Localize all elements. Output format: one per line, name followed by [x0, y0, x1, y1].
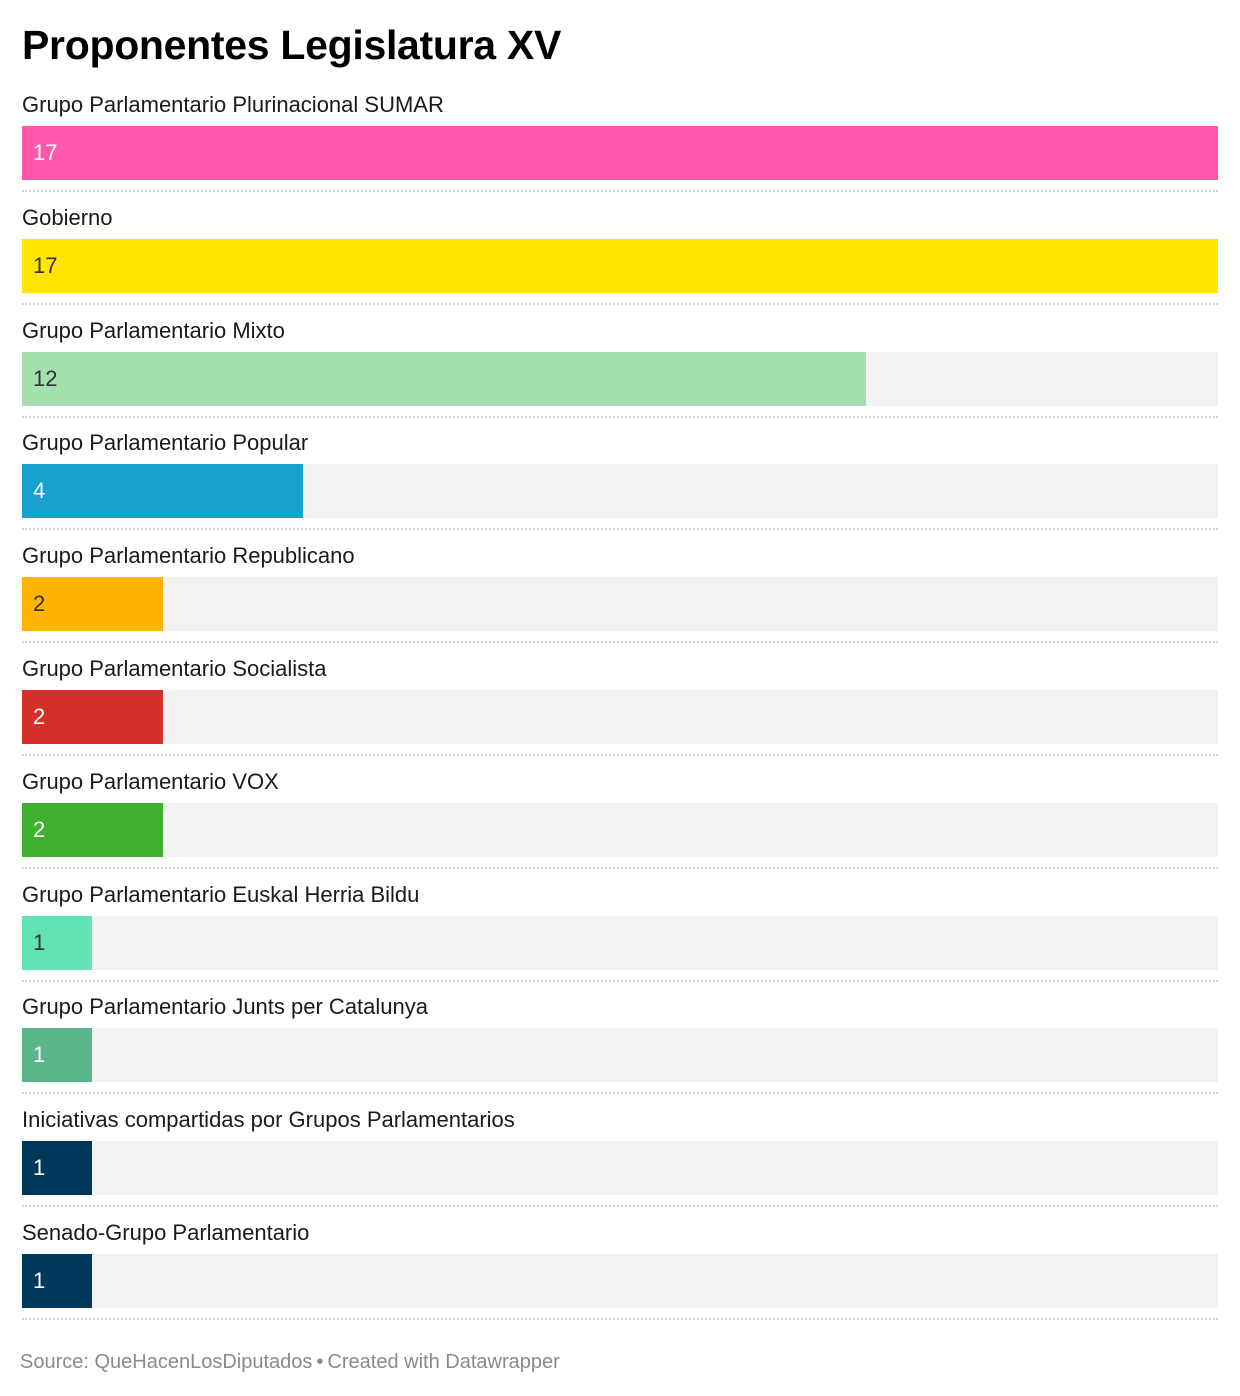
bar-track: 1 [22, 1141, 1218, 1196]
bar-category-label: Iniciativas compartidas por Grupos Parla… [22, 1107, 515, 1133]
bar [22, 464, 304, 519]
row-divider [22, 866, 1218, 869]
bar-value-label: 1 [33, 1155, 46, 1181]
bar-row: Grupo Parlamentario Euskal Herria Bildu 1 [22, 878, 1218, 991]
row-divider [22, 1092, 1218, 1095]
bar-category-label: Grupo Parlamentario Junts per Catalunya [22, 994, 428, 1020]
bar-row: Senado-Grupo Parlamentario 1 [22, 1216, 1218, 1329]
bar-track: 4 [22, 464, 1218, 519]
bar-value-label: 4 [33, 478, 46, 504]
bar-category-label: Grupo Parlamentario Socialista [22, 655, 327, 681]
bar [22, 238, 1218, 293]
bar-track: 17 [22, 126, 1218, 180]
bar-value-label: 17 [33, 140, 58, 165]
bar [22, 351, 867, 406]
bar-track: 2 [22, 689, 1218, 744]
row-divider [22, 1205, 1218, 1208]
row-divider [22, 1317, 1218, 1320]
row-divider [22, 190, 1218, 192]
bar-value-label: 1 [33, 1042, 46, 1068]
bar [22, 126, 1218, 180]
bar [22, 1253, 93, 1308]
bar-track: 1 [22, 1028, 1218, 1083]
bar-track: 1 [22, 915, 1218, 970]
bar-track: 2 [22, 802, 1218, 857]
footer-separator: • [316, 1351, 324, 1373]
bar [22, 915, 93, 970]
bar-row: Grupo Parlamentario VOX 2 [22, 765, 1218, 878]
bar-value-label: 17 [33, 252, 58, 278]
bar-row: Grupo Parlamentario Popular 4 [22, 426, 1218, 539]
bar-track: 12 [22, 351, 1218, 406]
bar-value-label: 1 [33, 1267, 46, 1293]
bar-row: Grupo Parlamentario Socialista 2 [22, 652, 1218, 765]
bar-row: Grupo Parlamentario Plurinacional SUMAR 1… [22, 88, 1218, 201]
bar-value-label: 2 [33, 816, 46, 842]
bar-row: Grupo Parlamentario Republicano 2 [22, 539, 1218, 652]
bar-value-label: 2 [33, 703, 46, 729]
bar-category-label: Gobierno [22, 204, 113, 230]
bar-track: 2 [22, 577, 1218, 632]
bar-value-label: 1 [33, 929, 46, 955]
bar-row: Grupo Parlamentario Mixto 12 [22, 314, 1218, 427]
row-divider [22, 979, 1218, 982]
bar-category-label: Grupo Parlamentario Euskal Herria Bildu [22, 881, 420, 907]
row-divider [22, 753, 1218, 756]
bar-row: Grupo Parlamentario Junts per Catalunya 1 [22, 990, 1218, 1103]
chart-footer: Source: QueHacenLosDiputados • Created wit… [20, 1348, 560, 1376]
row-divider [22, 528, 1218, 531]
bar [22, 802, 163, 857]
row-divider [22, 415, 1218, 418]
bar-track: 17 [22, 238, 1218, 293]
bar-row: Iniciativas compartidas por Grupos Parla… [22, 1103, 1218, 1216]
source-note: Source: QueHacenLosDiputados [20, 1351, 313, 1373]
bar-value-label: 12 [33, 365, 58, 391]
bar-category-label: Grupo Parlamentario Republicano [22, 543, 355, 569]
chart-title: Proponentes Legislatura XV [22, 22, 561, 68]
bar [22, 577, 163, 632]
row-divider [22, 302, 1218, 305]
bar [22, 1028, 93, 1083]
row-divider [22, 641, 1218, 644]
bar-category-label: Grupo Parlamentario Plurinacional SUMAR [22, 92, 444, 117]
bar-category-label: Grupo Parlamentario VOX [22, 768, 279, 794]
bar-category-label: Grupo Parlamentario Popular [22, 430, 309, 456]
bar-value-label: 2 [33, 591, 46, 617]
bar-row: Gobierno 17 [22, 201, 1218, 314]
bar-category-label: Senado-Grupo Parlamentario [22, 1219, 310, 1245]
bar-category-label: Grupo Parlamentario Mixto [22, 317, 285, 343]
credit-link[interactable]: Created with Datawrapper [327, 1351, 560, 1373]
bar [22, 689, 163, 744]
bar-chart: Grupo Parlamentario Plurinacional SUMAR 1… [22, 88, 1218, 1329]
bar [22, 1141, 93, 1196]
bar-track: 1 [22, 1253, 1218, 1308]
